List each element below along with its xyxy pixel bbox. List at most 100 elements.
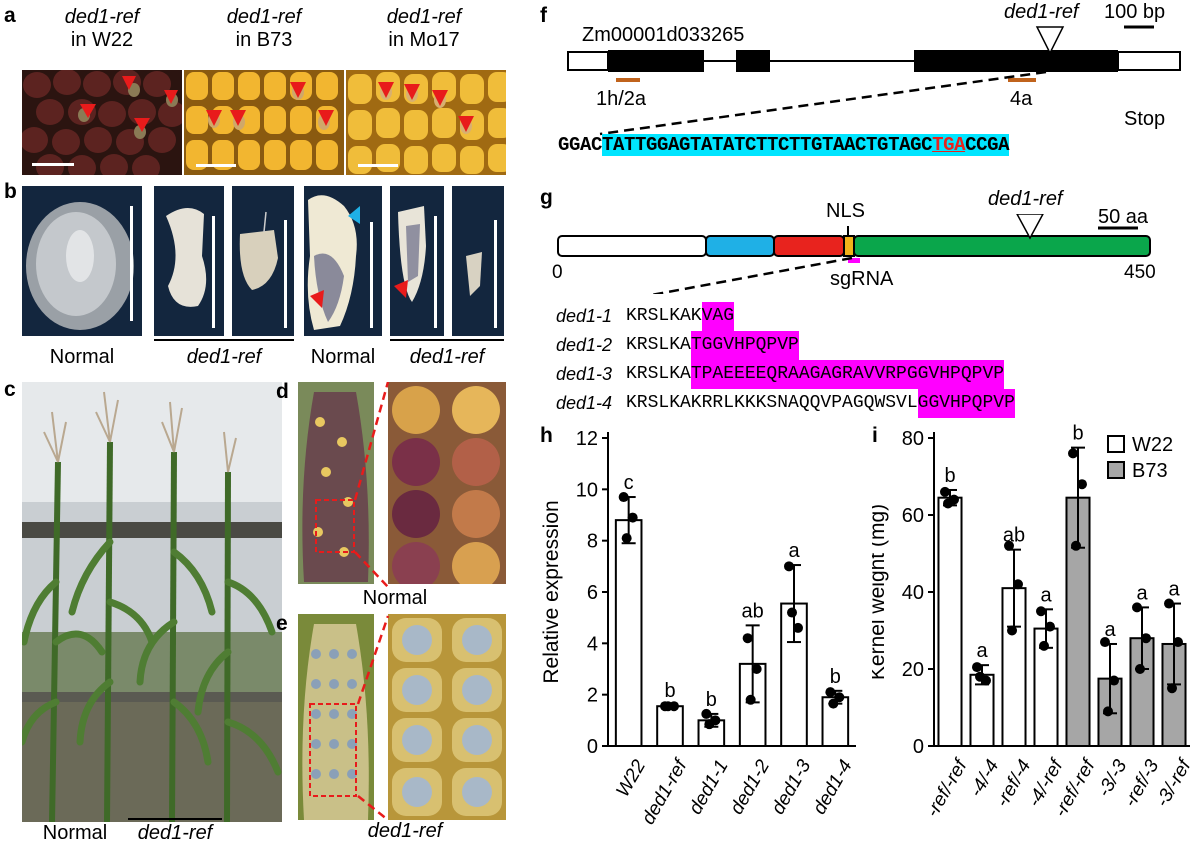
bar — [656, 705, 684, 748]
panel-label-h: h — [540, 424, 553, 447]
c-label-mutant: ded1-ref — [137, 822, 213, 844]
stop-label: Stop — [1124, 108, 1166, 130]
significance-letter: a — [1040, 584, 1052, 606]
bar — [614, 519, 643, 747]
significance-letter: b — [664, 680, 675, 702]
data-point — [618, 492, 629, 503]
d-label-normal: Normal — [362, 587, 428, 609]
data-point — [834, 692, 845, 703]
data-point — [1173, 637, 1183, 648]
normal-ear-photo — [298, 382, 374, 584]
data-point — [1007, 625, 1017, 636]
allele-row-2: ded1-2 KRSLKA TGGVHPQPVP — [556, 331, 1015, 360]
mutant-kernel-photo-1 — [154, 186, 224, 336]
panel-label-b: b — [4, 180, 17, 203]
b-label-mutant2: ded1-ref — [409, 346, 485, 368]
legend-label: W22 — [1132, 434, 1173, 456]
y-tick-label: 60 — [902, 505, 924, 527]
data-point — [742, 633, 753, 644]
f-scale-label: 100 bp — [1104, 1, 1166, 23]
b-label-mutant1: ded1-ref — [186, 346, 262, 368]
primer-1h2a-label: 1h/2a — [596, 88, 647, 110]
x-tick-label: ded1-2 — [726, 756, 774, 818]
legend-swatch — [1107, 435, 1125, 453]
data-point — [751, 664, 762, 674]
x-tick-label: ded1-1 — [685, 756, 733, 818]
sgrna-label: sgRNA — [830, 268, 894, 290]
data-point — [704, 719, 715, 730]
d-zoom-lines — [353, 382, 390, 588]
normal-kernel-section-photo — [304, 186, 382, 336]
data-point — [943, 498, 953, 509]
significance-letter: a — [788, 540, 800, 562]
y-tick-label: 40 — [902, 582, 924, 604]
data-point — [1071, 540, 1081, 551]
data-point — [787, 607, 797, 618]
significance-letter: b — [944, 465, 955, 487]
data-point — [1109, 675, 1119, 686]
caption-a2: ded1-ref in B73 — [226, 6, 302, 51]
kernels-mo17-photo — [346, 70, 506, 175]
y-tick-label: 8 — [587, 531, 598, 553]
significance-letter: a — [976, 640, 988, 662]
data-point — [1167, 683, 1177, 694]
significance-letter: a — [1136, 582, 1148, 604]
normal-ear-closeup-photo — [388, 382, 506, 584]
data-point — [663, 701, 673, 712]
seq-stop-codon: TGA — [932, 134, 966, 156]
data-point — [1141, 633, 1151, 644]
significance-letter: b — [706, 689, 717, 711]
data-point — [784, 561, 794, 572]
data-point — [1132, 602, 1142, 613]
y-tick-label: 6 — [587, 582, 598, 604]
g-allele-label: ded1-ref — [988, 188, 1063, 210]
panel-label-i: i — [872, 424, 878, 447]
data-point — [1039, 640, 1049, 651]
y-tick-label: 20 — [902, 659, 924, 681]
y-tick-label: 12 — [576, 428, 598, 450]
data-point — [627, 512, 638, 523]
kernels-w22-photo — [22, 70, 182, 175]
data-point — [972, 662, 982, 673]
panel-label-g: g — [540, 186, 553, 209]
mutant-kernel-section-photo-2 — [452, 186, 504, 336]
mutant-ear-photo — [298, 614, 374, 820]
b-underline-mutant1 — [154, 339, 294, 341]
caption-a3: ded1-ref in Mo17 — [386, 6, 462, 51]
data-point — [1164, 598, 1174, 609]
caption-a1: ded1-ref in W22 — [64, 6, 140, 51]
data-point — [1135, 664, 1145, 674]
b-underline-mutant2 — [390, 339, 504, 341]
g-scale-label: 50 aa — [1098, 206, 1149, 228]
data-point — [621, 533, 632, 544]
data-point — [1100, 637, 1110, 648]
data-point — [745, 694, 756, 705]
y-tick-label: 10 — [576, 479, 598, 501]
x-tick-label: ded1-3 — [768, 756, 816, 818]
plants-photo — [22, 382, 282, 822]
allele-row-1: ded1-1 KRSLKAK VAG — [556, 302, 1015, 331]
b-label-normal2: Normal — [310, 346, 376, 368]
y-tick-label: 0 — [913, 736, 924, 758]
c-label-normal: Normal — [42, 822, 108, 844]
data-point — [828, 698, 839, 709]
allele-row-4: ded1-4 KRSLKAKRRLKKKSNAQQVPAGQWSVL GGVHPQP… — [556, 389, 1015, 418]
data-point — [940, 486, 950, 497]
mutant-ear-closeup-photo — [388, 614, 506, 820]
genomic-sequence: GGACTATTGGAGTATATCTTCTTGTAACTGTAGCTGACCG… — [558, 134, 1010, 156]
seq-suffix: CCGA — [965, 134, 1010, 156]
protein-domain-diagram — [557, 214, 1151, 294]
sgrna-mark — [848, 258, 860, 263]
g-end-label: 450 — [1124, 262, 1156, 283]
data-point — [1103, 706, 1113, 717]
significance-letter: b — [830, 666, 841, 688]
significance-letter: a — [1104, 619, 1116, 641]
primer-4a-label: 4a — [1010, 88, 1033, 110]
gene-structure-diagram — [567, 25, 1181, 136]
data-point — [825, 687, 836, 698]
normal-kernel-photo — [22, 186, 142, 336]
nls-label: NLS — [826, 200, 865, 222]
y-tick-label: 0 — [587, 736, 598, 758]
seq-prefix: GGAC — [558, 134, 603, 156]
